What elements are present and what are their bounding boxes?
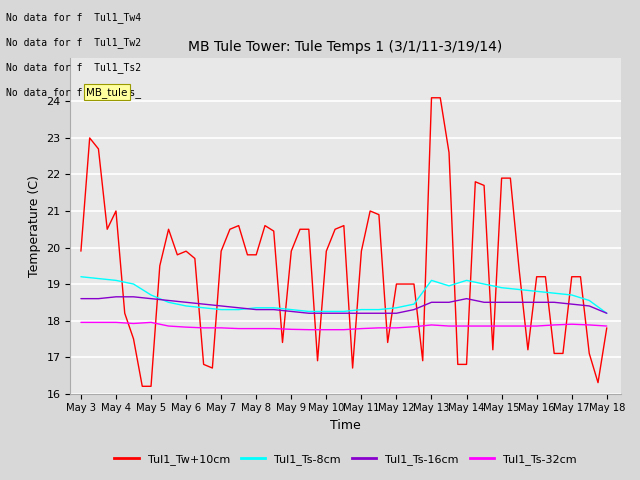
Text: No data for f  Tul1_Tw2: No data for f Tul1_Tw2 — [6, 37, 141, 48]
Text: MB_tule: MB_tule — [86, 87, 128, 98]
Y-axis label: Temperature (C): Temperature (C) — [28, 175, 41, 276]
Text: No data for f  Tul1_Ts_: No data for f Tul1_Ts_ — [6, 87, 141, 98]
Title: MB Tule Tower: Tule Temps 1 (3/1/11-3/19/14): MB Tule Tower: Tule Temps 1 (3/1/11-3/19… — [188, 40, 503, 54]
Text: No data for f  Tul1_Tw4: No data for f Tul1_Tw4 — [6, 12, 141, 23]
X-axis label: Time: Time — [330, 419, 361, 432]
Text: No data for f  Tul1_Ts2: No data for f Tul1_Ts2 — [6, 62, 141, 73]
Legend: Tul1_Tw+10cm, Tul1_Ts-8cm, Tul1_Ts-16cm, Tul1_Ts-32cm: Tul1_Tw+10cm, Tul1_Ts-8cm, Tul1_Ts-16cm,… — [110, 450, 581, 469]
